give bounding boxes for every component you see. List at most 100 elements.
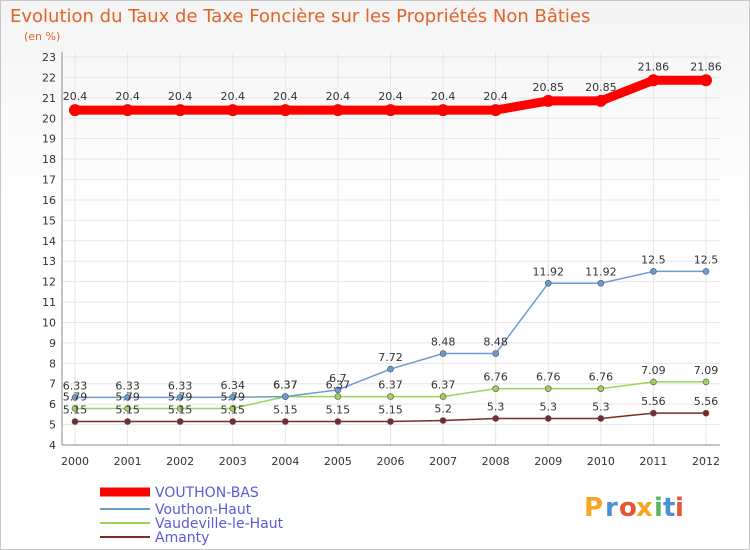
data-point: [124, 394, 131, 401]
data-point: [437, 104, 450, 117]
data-point: [700, 74, 712, 87]
data-point: [439, 417, 447, 424]
data-point: [387, 393, 394, 400]
y-tick-label: 5: [49, 419, 56, 432]
data-point: [650, 378, 657, 386]
data-label: 20.85: [585, 81, 617, 94]
y-tick-label: 20: [42, 112, 56, 125]
chart-subtitle: (en %): [24, 30, 60, 43]
data-label: 20.4: [221, 90, 246, 103]
x-tick-label: 2000: [61, 455, 89, 468]
y-tick-label: 17: [42, 174, 56, 187]
data-point: [544, 279, 552, 287]
axes: 4 5 6 7 8 9 10 11 12 13 14 15 16 17 18 19 20 21 22 23 2000 20…: [42, 51, 720, 468]
data-label: 7.72: [378, 351, 403, 364]
data-label: 6.76: [483, 371, 508, 384]
data-label: 5.3: [592, 400, 610, 413]
data-point: [597, 279, 605, 287]
data-label: 5.3: [487, 400, 505, 413]
data-label: 12.5: [641, 253, 666, 266]
data-point: [702, 378, 710, 386]
x-tick-label: 2001: [114, 455, 142, 468]
data-point: [594, 94, 607, 107]
logo-letter: i: [654, 493, 663, 523]
data-point: [492, 350, 499, 357]
data-label: 21.86: [690, 60, 722, 73]
y-tick-label: 8: [49, 357, 56, 370]
data-point: [124, 418, 131, 425]
logo-letter: x: [636, 493, 653, 523]
data-label: 20.85: [533, 81, 565, 94]
data-point: [492, 415, 499, 422]
data-point: [647, 74, 660, 87]
data-label: 20.4: [63, 90, 88, 103]
data-point: [121, 104, 134, 117]
data-point: [702, 268, 710, 275]
data-point: [71, 394, 79, 401]
data-point: [71, 418, 79, 425]
data-label: 5.15: [378, 404, 403, 417]
y-tick-label: 13: [42, 255, 56, 268]
data-label: 5.15: [326, 404, 351, 417]
data-label: 21.86: [638, 60, 670, 73]
data-point: [174, 104, 187, 117]
data-label: 6.37: [273, 379, 298, 392]
data-label: 5.79: [63, 390, 88, 403]
x-tick-label: 2011: [639, 455, 667, 468]
data-label: 6.76: [589, 371, 614, 384]
data-label: 7.09: [694, 364, 719, 377]
x-tick-label: 2010: [587, 455, 615, 468]
y-tick-label: 14: [42, 235, 56, 248]
data-point: [229, 405, 237, 412]
x-tick-label: 2002: [166, 455, 194, 468]
data-label: 6.33: [168, 379, 193, 392]
series-group: 20.4 20.4 20.4 20.4 20.4 20.4 20.4 20.4 20.4 20.8…: [63, 60, 722, 425]
y-tick-label: 10: [42, 316, 56, 329]
logo-letter: i: [675, 493, 684, 523]
data-point: [71, 405, 79, 412]
data-point: [334, 418, 342, 425]
x-tick-label: 2007: [429, 455, 457, 468]
data-point: [439, 393, 447, 400]
x-tick-label: 2008: [482, 455, 510, 468]
data-label: 5.56: [694, 395, 719, 408]
data-label: 6.7: [329, 372, 347, 385]
data-point: [492, 385, 499, 392]
data-point: [597, 385, 605, 392]
data-label: 5.3: [540, 400, 558, 413]
legend-label: Amanty: [155, 530, 209, 546]
data-label: 11.92: [585, 265, 617, 278]
y-tick-label: 15: [42, 214, 56, 227]
logo-letter: r: [605, 493, 618, 523]
data-label: 5.15: [63, 404, 88, 417]
data-label: 20.4: [378, 90, 403, 103]
data-label: 6.34: [221, 379, 246, 392]
y-tick-label: 6: [49, 398, 56, 411]
data-point: [702, 409, 710, 417]
data-point: [279, 104, 292, 117]
data-label: 5.2: [434, 402, 452, 415]
y-tick-label: 9: [49, 337, 56, 350]
data-label: 6.33: [115, 379, 140, 392]
data-point: [387, 418, 394, 425]
legend-label: Vouthon-Haut: [155, 502, 252, 518]
x-tick-label: 2004: [271, 455, 299, 468]
data-point: [489, 104, 502, 117]
y-tick-label: 7: [49, 378, 56, 391]
data-point: [650, 268, 657, 275]
data-label: 11.92: [533, 265, 565, 278]
legend-label: Vaudeville-le-Haut: [155, 516, 284, 532]
y-tick-label: 18: [42, 153, 56, 166]
data-point: [124, 405, 131, 412]
y-tick-label: 19: [42, 133, 56, 146]
data-label: 20.4: [483, 90, 508, 103]
data-label: 5.15: [168, 404, 193, 417]
data-label: 5.15: [273, 404, 298, 417]
data-label: 5.79: [115, 390, 140, 403]
data-label: 6.33: [63, 379, 88, 392]
data-point: [229, 418, 237, 425]
data-point: [334, 393, 342, 400]
x-tick-label: 2005: [324, 455, 352, 468]
legend: VOUTHON-BASVouthon-HautVaudeville-le-Hau…: [100, 485, 284, 546]
